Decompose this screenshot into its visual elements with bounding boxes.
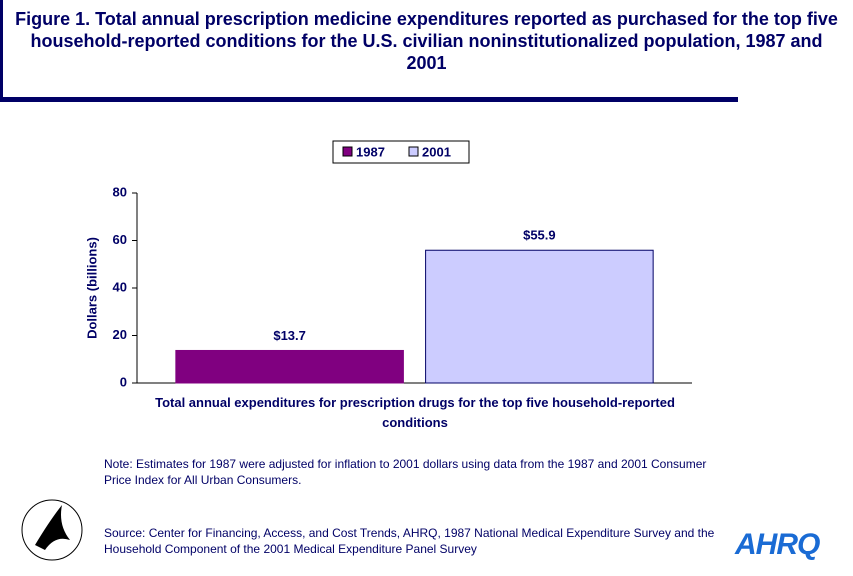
value-label: $55.9 [523, 228, 556, 243]
y-tick-label: 60 [113, 232, 127, 247]
y-axis-label: Dollars (billions) [84, 237, 99, 339]
legend-box [332, 140, 470, 164]
source: Source: Center for Financing, Access, an… [104, 526, 715, 556]
x-tick-label: Total annual expenditures for prescripti… [155, 395, 675, 430]
legend-swatch [408, 146, 419, 157]
frame-line [0, 0, 3, 100]
title-rule [0, 97, 738, 102]
legend-swatch [342, 146, 353, 157]
bar [425, 249, 654, 384]
y-tick-label: 0 [120, 374, 127, 389]
note: Note: Estimates for 1987 were adjusted f… [104, 457, 707, 487]
y-tick-label: 80 [113, 184, 127, 199]
y-tick-label: 20 [113, 327, 127, 342]
legend-label: 2001 [422, 144, 451, 159]
legend-label: 1987 [356, 144, 385, 159]
hhs-seal [21, 499, 83, 561]
chart-title: Figure 1. Total annual prescription medi… [15, 9, 838, 73]
hhs-eagle [35, 505, 70, 550]
bar [175, 349, 404, 384]
y-tick-label: 40 [113, 279, 127, 294]
ahrq-logo: AHRQ [735, 528, 820, 561]
value-label: $13.7 [273, 328, 306, 343]
